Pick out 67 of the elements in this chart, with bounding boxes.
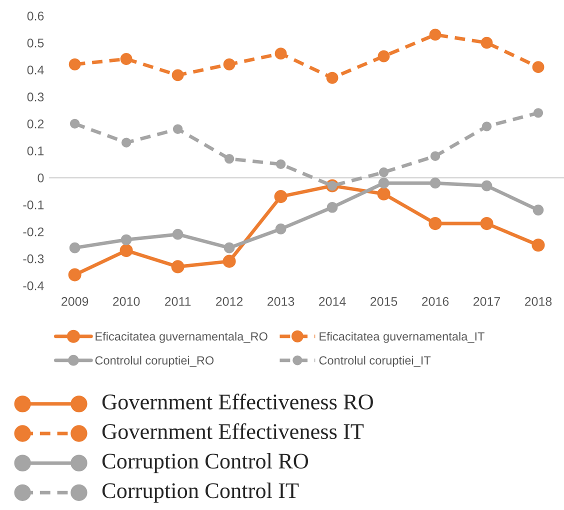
point [430, 178, 441, 188]
x-tick-label: 2015 [370, 297, 398, 306]
point [532, 238, 545, 252]
point [378, 167, 389, 178]
point [482, 122, 492, 132]
point [172, 124, 183, 134]
x-tick-label: 2009 [62, 297, 88, 306]
point [171, 260, 184, 274]
y-tick-label: 0.6 [27, 12, 44, 20]
point [378, 50, 390, 62]
text: Corruption Control RO [102, 453, 308, 474]
y-tick-label: -0.1 [23, 200, 44, 210]
x-tick-label: 2014 [319, 297, 346, 306]
x-tick-label: 2010 [113, 297, 140, 306]
x-tick-label: 2016 [422, 297, 449, 306]
legend-label: Eficacitatea guvernamentala_IT [320, 332, 484, 343]
point [274, 48, 287, 60]
x-tick-label: 2011 [164, 297, 191, 306]
point [480, 36, 493, 49]
point [69, 242, 80, 254]
point [429, 28, 442, 41]
point [480, 217, 494, 230]
y-tick-label: 0.5 [27, 38, 44, 48]
point [224, 242, 235, 254]
point [326, 72, 338, 84]
x-tick-label: 2013 [268, 297, 294, 306]
point [532, 61, 544, 74]
y-tick-label: 0 [38, 173, 44, 182]
point [121, 138, 132, 148]
y-tick-label: -0.3 [23, 254, 44, 264]
point [428, 217, 442, 230]
point [223, 58, 236, 70]
legend-label: Controlul coruptiei_RO [95, 356, 214, 367]
point [481, 180, 492, 192]
point [532, 204, 544, 216]
text: Corruption Control IT [102, 482, 299, 503]
y-tick-label: -0.4 [23, 281, 44, 290]
y-tick-label: 0.3 [27, 92, 44, 102]
point [120, 244, 133, 258]
point [68, 58, 81, 70]
point [276, 159, 286, 170]
point [274, 190, 288, 204]
point [430, 151, 440, 161]
point [172, 69, 184, 82]
x-tick-label: 2018 [524, 297, 552, 306]
point [533, 108, 544, 118]
text: Government Effectiveness RO [102, 394, 373, 410]
point [326, 202, 338, 213]
point [377, 187, 390, 200]
point [222, 254, 236, 268]
point [120, 234, 132, 246]
point [120, 53, 132, 65]
point [378, 178, 390, 188]
y-tick-label: 0.1 [27, 146, 44, 156]
point [172, 228, 184, 240]
point [224, 154, 234, 164]
legend-label: Eficacitatea guvernamentala_RO [96, 332, 268, 343]
text: Government Effectiveness IT [102, 423, 364, 440]
point [68, 268, 82, 282]
point [70, 118, 80, 129]
point [275, 224, 286, 234]
y-tick-label: -0.2 [23, 227, 44, 236]
y-tick-label: 0.4 [27, 66, 44, 74]
legend-label: Controlul coruptiei_IT [319, 356, 431, 367]
x-tick-label: 2017 [473, 297, 500, 306]
y-tick-label: 0.2 [27, 120, 44, 128]
x-tick-label: 2012 [216, 297, 243, 306]
